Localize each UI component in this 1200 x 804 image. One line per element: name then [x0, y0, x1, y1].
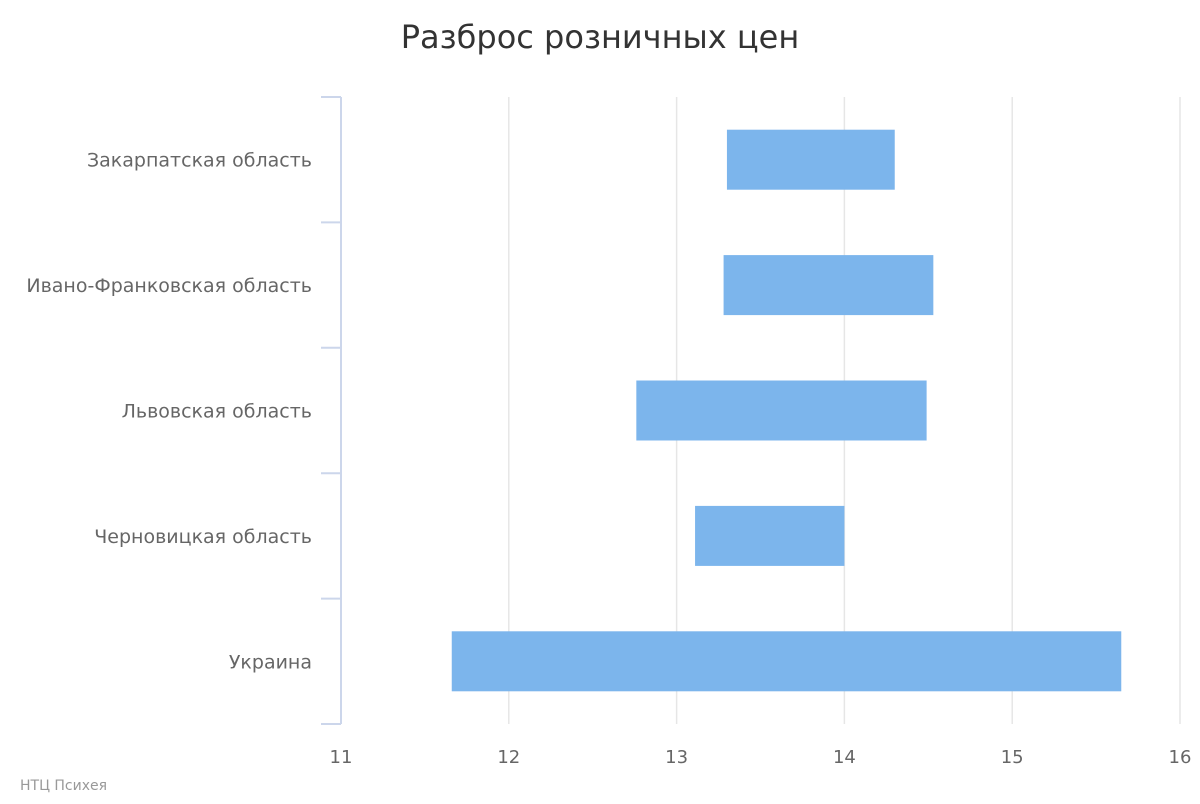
x-tick-label: 14: [833, 747, 856, 768]
y-category-label: Закарпатская область: [87, 150, 312, 172]
range-bar[interactable]: [451, 631, 1122, 692]
credits[interactable]: НТЦ Психея: [20, 778, 107, 794]
x-tick-label: 12: [497, 747, 520, 768]
range-bar[interactable]: [695, 505, 845, 566]
x-tick-label: 11: [330, 747, 353, 768]
y-category-label: Украина: [229, 651, 312, 673]
x-tick-label: 13: [665, 747, 688, 768]
chart-title: Разброс розничных цен: [401, 18, 800, 56]
x-tick-label: 16: [1169, 747, 1192, 768]
y-category-label: Черновицкая область: [94, 526, 312, 548]
y-category-label: Ивано-Франковская область: [26, 275, 312, 297]
y-category-label: Львовская область: [122, 401, 312, 423]
range-bar[interactable]: [636, 380, 927, 441]
range-bar[interactable]: [723, 255, 934, 316]
x-tick-label: 15: [1001, 747, 1024, 768]
range-bar[interactable]: [726, 129, 895, 190]
